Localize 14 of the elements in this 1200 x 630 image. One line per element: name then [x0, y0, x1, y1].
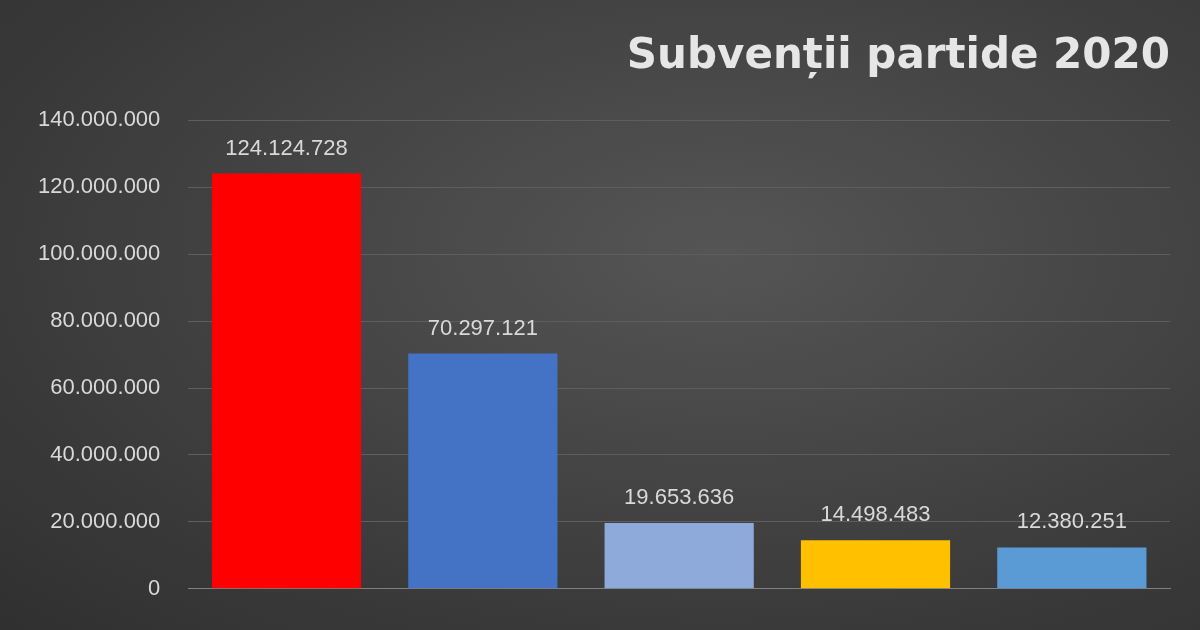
data-label: 70.297.121 — [427, 314, 538, 340]
y-tick-label: 120.000.000 — [38, 173, 161, 199]
y-tick-label: 60.000.000 — [50, 374, 161, 400]
data-label: 14.498.483 — [820, 501, 931, 527]
y-tick-label: 100.000.000 — [38, 240, 161, 266]
y-tick-label: 140.000.000 — [38, 106, 161, 132]
y-tick-label: 80.000.000 — [50, 307, 161, 333]
data-label: 124.124.728 — [225, 134, 348, 160]
chart-title: Subvenții partide 2020 — [626, 29, 1170, 80]
data-label: 12.380.251 — [1016, 508, 1127, 534]
y-tick-label: 40.000.000 — [50, 441, 161, 467]
y-tick-label: 20.000.000 — [50, 507, 161, 533]
data-label: 19.653.636 — [624, 484, 735, 510]
y-tick-label: 0 — [148, 574, 161, 600]
